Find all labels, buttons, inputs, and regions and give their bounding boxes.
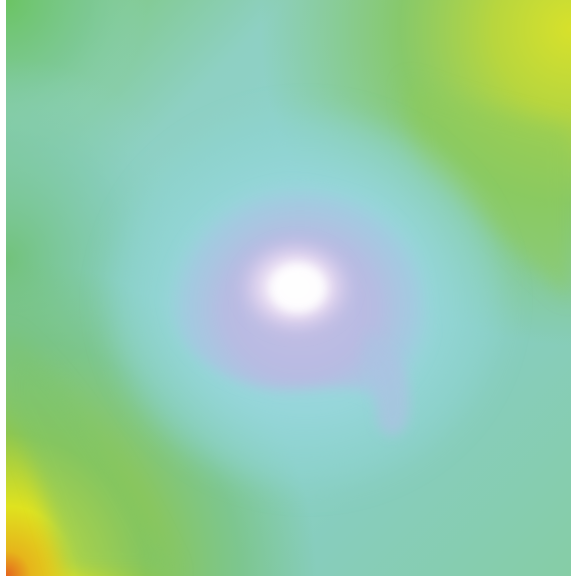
haze-tail	[362, 330, 411, 436]
right-green-region	[406, 80, 571, 300]
false-color-field-image	[6, 0, 571, 576]
green-band	[6, 330, 176, 576]
core-highlight	[270, 264, 326, 312]
field-graphic	[6, 0, 571, 576]
